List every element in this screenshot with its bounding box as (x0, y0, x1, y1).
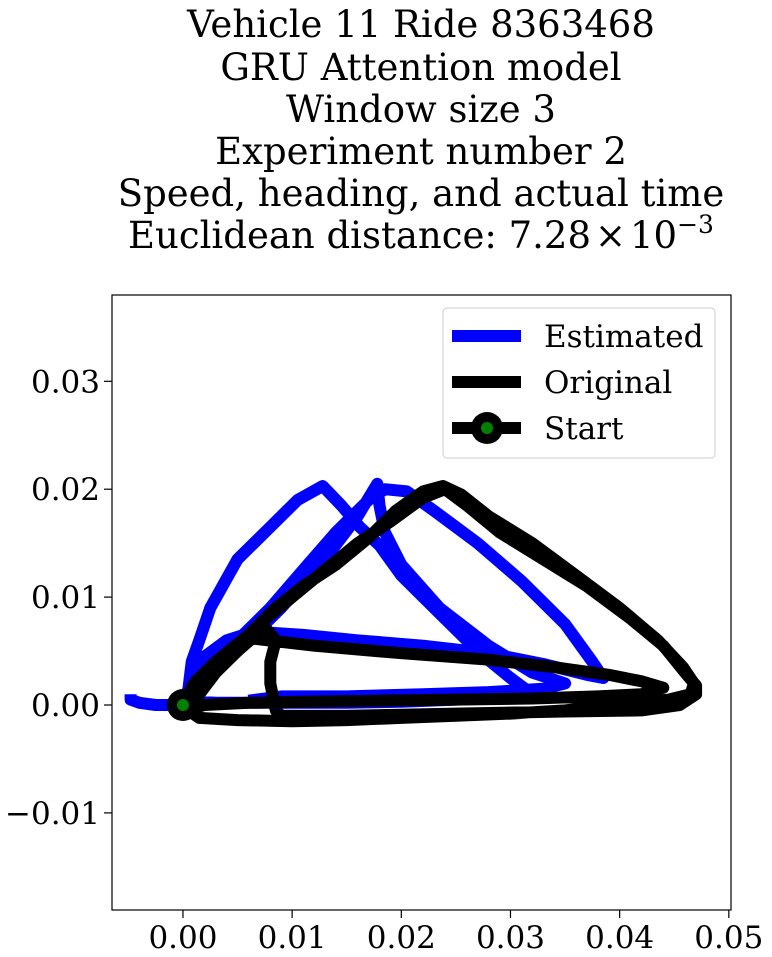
title-line: Window size 3 (286, 88, 556, 131)
start-marker-dot (176, 699, 189, 711)
title-line: Experiment number 2 (215, 130, 627, 173)
legend-label-estimated: Estimated (544, 319, 703, 355)
legend-box (442, 307, 716, 459)
x-tick-label: 0.03 (476, 920, 545, 956)
legend-label-original: Original (544, 365, 672, 401)
y-tick-label: −0.01 (5, 796, 100, 832)
metric-times: × (595, 214, 626, 257)
metric-mantissa: 7.28 (509, 214, 591, 257)
legend-swatch-start-dot (481, 422, 493, 434)
y-tick-label: 0.03 (31, 364, 100, 400)
title-line: Speed, heading, and actual time (118, 172, 725, 215)
x-tick-label: 0.02 (367, 920, 436, 956)
title-line: GRU Attention model (220, 46, 621, 89)
title-line: Vehicle 11 Ride 8363468 (186, 3, 655, 46)
y-tick-label: 0.02 (31, 472, 100, 508)
metric-exponent: −3 (677, 210, 714, 239)
start-layer (166, 689, 199, 721)
x-tick-label: 0.00 (148, 920, 217, 956)
x-tick-label: 0.01 (258, 920, 327, 956)
series-line-original (177, 480, 703, 728)
title-metric-line: Euclidean distance: 7.28 × 10−3 (128, 210, 714, 257)
series-layer (124, 477, 703, 728)
axis-layer: 0.00 0.01 0.02 0.03 0.04 0.05 −0.01 0.00 0.01 0.0… (5, 364, 763, 956)
y-tick-label: 0.00 (31, 688, 100, 724)
legend-label-start: Start (544, 411, 624, 447)
series-line-estimated (124, 477, 610, 711)
plot-frame (111, 294, 732, 911)
x-tick-label: 0.04 (585, 920, 654, 956)
chart-title: Vehicle 11 Ride 8363468 GRU Attention mo… (118, 3, 725, 257)
x-tick-label: 0.05 (694, 920, 763, 956)
y-tick-label: 0.01 (31, 580, 100, 616)
metric-label: Euclidean distance: (128, 214, 509, 257)
metric-base: 10 (630, 214, 677, 257)
legend: Estimated Original Start (442, 307, 716, 459)
